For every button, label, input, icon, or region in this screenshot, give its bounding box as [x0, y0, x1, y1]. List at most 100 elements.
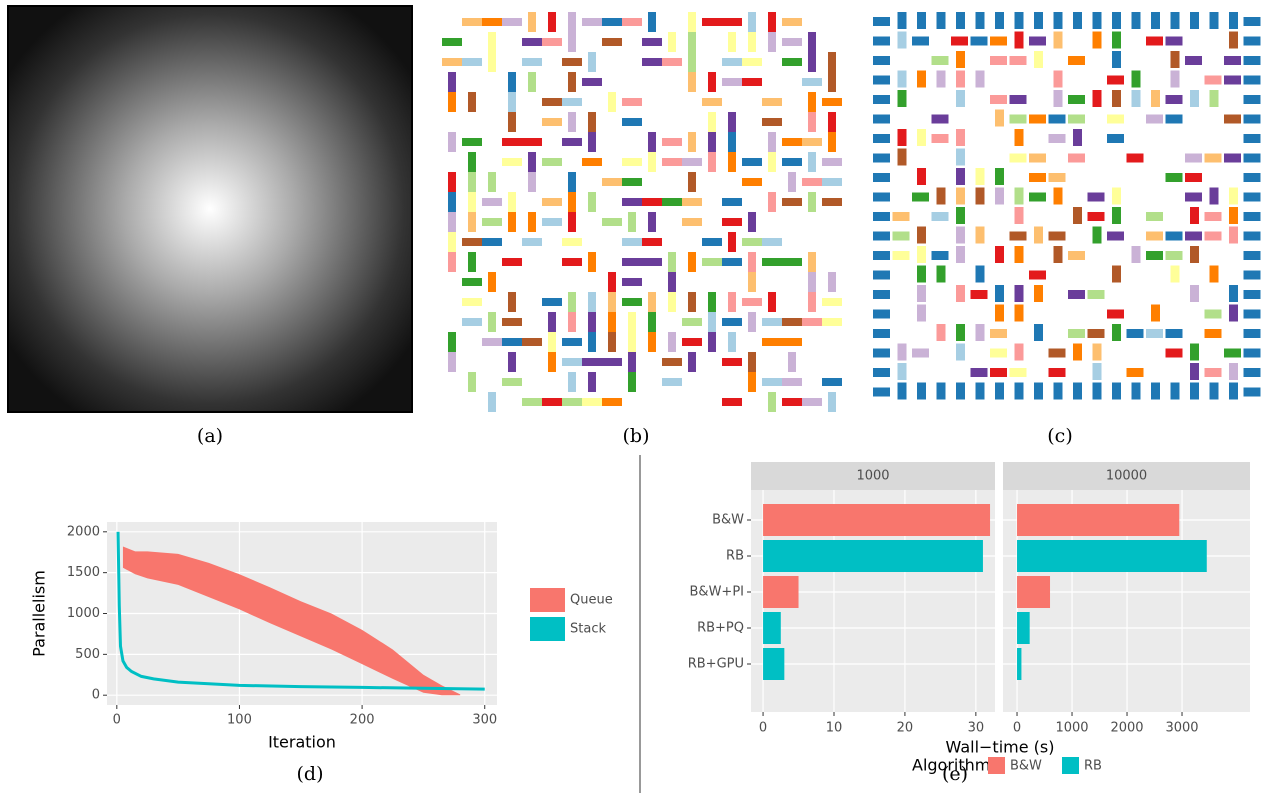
- tile: [828, 272, 836, 292]
- legend-swatch: [1062, 757, 1079, 774]
- tile: [1010, 154, 1027, 163]
- tile: [688, 132, 696, 152]
- tile: [662, 58, 682, 66]
- tile: [1190, 363, 1199, 380]
- tile: [1107, 115, 1124, 124]
- tile: [602, 38, 622, 46]
- legend-swatch: [988, 757, 1005, 774]
- tile: [522, 238, 542, 246]
- tile: [722, 58, 742, 66]
- tile: [1073, 383, 1082, 400]
- tile: [898, 129, 907, 146]
- tile: [1088, 290, 1105, 299]
- tile: [990, 95, 1007, 104]
- tile: [782, 378, 802, 386]
- tile: [508, 352, 516, 372]
- tile: [1029, 271, 1046, 280]
- tile: [995, 383, 1004, 400]
- tile: [662, 358, 682, 366]
- tile: [662, 378, 682, 386]
- tile: [748, 272, 756, 292]
- tile: [522, 398, 542, 406]
- tile: [1068, 251, 1085, 260]
- tile: [1049, 349, 1066, 358]
- tile: [722, 18, 742, 26]
- tile: [642, 198, 662, 206]
- tile: [462, 58, 482, 66]
- tile: [1029, 173, 1046, 182]
- tile: [1093, 12, 1102, 29]
- tile: [728, 232, 736, 252]
- y-tick-label: 1500: [67, 565, 100, 580]
- tile: [1146, 115, 1163, 124]
- bar: [1017, 540, 1207, 572]
- tile: [1093, 32, 1102, 49]
- tile: [1244, 388, 1261, 397]
- tile: [582, 18, 602, 26]
- tile: [1244, 37, 1261, 46]
- tile: [1112, 51, 1121, 68]
- tile: [762, 338, 782, 346]
- tile: [1034, 227, 1043, 244]
- tile: [995, 188, 1004, 205]
- tile: [873, 17, 890, 26]
- tile: [508, 192, 516, 212]
- tile: [995, 12, 1004, 29]
- tile: [628, 312, 636, 332]
- tile: [822, 318, 842, 326]
- tile: [728, 332, 736, 352]
- tile: [976, 227, 985, 244]
- tile: [976, 383, 985, 400]
- tile: [1166, 232, 1183, 241]
- tile: [898, 149, 907, 166]
- tile: [1049, 173, 1066, 182]
- tile: [937, 324, 946, 341]
- tile: [976, 12, 985, 29]
- tile: [971, 290, 988, 299]
- tile: [602, 218, 622, 226]
- tile: [442, 38, 462, 46]
- tile: [1229, 227, 1238, 244]
- tile: [1244, 173, 1261, 182]
- tile: [722, 78, 742, 86]
- tile: [808, 32, 816, 52]
- tile: [622, 118, 642, 126]
- tile: [976, 266, 985, 283]
- tile: [873, 368, 890, 377]
- tile: [462, 278, 482, 286]
- tile: [448, 352, 456, 372]
- bar: [1017, 504, 1179, 536]
- x-tick-label: 20: [897, 721, 914, 736]
- y-tick-label: B&W+PI: [690, 585, 744, 600]
- tile: [1010, 115, 1027, 124]
- tile: [932, 212, 949, 221]
- tile: [768, 132, 776, 152]
- tile: [522, 38, 542, 46]
- tile: [990, 56, 1007, 65]
- tile: [748, 352, 756, 372]
- tile: [1171, 12, 1180, 29]
- tile: [508, 72, 516, 92]
- tile: [622, 278, 642, 286]
- tile: [782, 38, 802, 46]
- tile: [873, 95, 890, 104]
- tile: [873, 37, 890, 46]
- tile: [1132, 246, 1141, 263]
- tile: [448, 212, 456, 232]
- tile: [898, 71, 907, 88]
- tile: [1210, 266, 1219, 283]
- tile: [1034, 383, 1043, 400]
- tile: [898, 344, 907, 361]
- tile: [668, 272, 676, 292]
- tile: [873, 232, 890, 241]
- tile: [1088, 193, 1105, 202]
- tile: [1151, 383, 1160, 400]
- tile: [1229, 383, 1238, 400]
- tile: [588, 192, 596, 212]
- tile: [1054, 188, 1063, 205]
- y-tick-label: 2000: [67, 524, 100, 539]
- tile: [528, 212, 536, 232]
- y-tick-label: B&W: [712, 513, 744, 528]
- tile: [542, 38, 562, 46]
- legend-swatch: [530, 588, 565, 612]
